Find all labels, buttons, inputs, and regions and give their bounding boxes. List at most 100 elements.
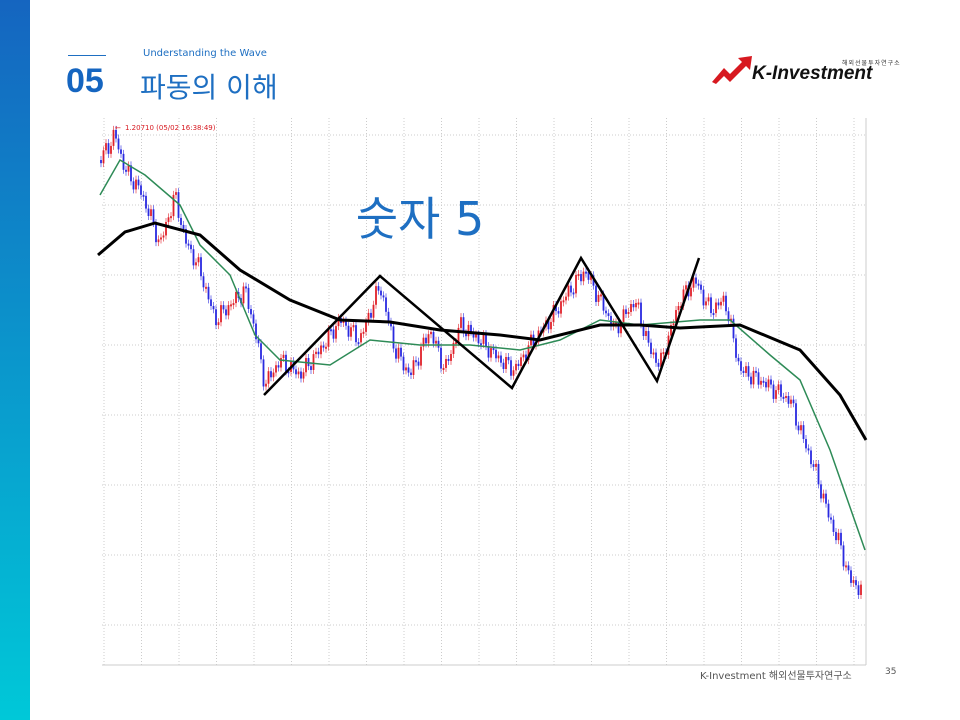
candle-body <box>110 145 112 154</box>
candle-body <box>187 243 190 246</box>
candle-body <box>477 334 480 344</box>
candle-body <box>410 372 412 375</box>
candle-body <box>837 532 840 541</box>
candle-body <box>525 354 527 361</box>
candle-body <box>670 325 672 336</box>
section-number: 05 <box>66 62 104 100</box>
candle-body <box>235 292 237 304</box>
candle-body <box>520 357 522 367</box>
moving-average-long <box>97 221 868 441</box>
candle-body <box>807 448 810 451</box>
candle-body <box>297 371 300 375</box>
candle-body <box>810 450 812 465</box>
candle-body <box>605 310 607 314</box>
candle-body <box>275 365 277 373</box>
candle-body <box>482 334 485 344</box>
candle-body <box>255 323 257 340</box>
candle-body <box>392 326 395 349</box>
candle-body <box>227 305 230 316</box>
candle-body <box>130 165 132 182</box>
candle-body <box>607 313 610 316</box>
candle-body <box>260 343 262 360</box>
candle-body <box>775 390 777 399</box>
candle-body <box>692 277 695 288</box>
candle-body <box>575 274 577 294</box>
candle-body <box>160 237 162 240</box>
candle-body <box>347 325 350 337</box>
candle-body <box>437 340 440 348</box>
candle-body <box>360 333 362 343</box>
candle-body <box>820 484 822 499</box>
candle-body <box>380 290 382 296</box>
candle-body <box>615 322 617 325</box>
candle-body <box>155 223 157 243</box>
candle-body <box>550 321 552 330</box>
candle-body <box>107 143 110 154</box>
candle-body <box>165 221 167 236</box>
candle-body <box>442 367 445 370</box>
candle-body <box>507 356 510 361</box>
candle-body <box>750 376 752 385</box>
candle-body <box>645 331 647 337</box>
candle-body <box>697 283 700 286</box>
page-number: 35 <box>885 667 897 677</box>
candle-body <box>772 384 775 399</box>
candle-body <box>152 209 155 224</box>
candle-body <box>675 310 677 324</box>
candle-body <box>182 224 185 229</box>
candle-body <box>677 306 680 311</box>
candle-body <box>335 326 337 339</box>
candle-body <box>200 257 202 277</box>
candle-body <box>412 360 415 375</box>
candle-body <box>717 302 720 306</box>
candle-body <box>860 584 862 595</box>
candle-body <box>797 425 800 431</box>
candle-body <box>757 372 760 385</box>
candle-body <box>785 396 787 399</box>
candle-body <box>230 304 232 307</box>
candle-body <box>622 309 625 325</box>
candle-body <box>572 292 575 295</box>
candle-body <box>330 329 332 332</box>
candle-body <box>102 150 105 164</box>
candle-body <box>450 353 452 361</box>
candle-body <box>685 285 687 290</box>
candle-body <box>147 208 150 216</box>
candle-body <box>355 325 357 343</box>
candle-body <box>100 160 102 164</box>
candle-body <box>222 305 225 310</box>
candle-body <box>205 286 207 289</box>
candle-body <box>285 354 287 372</box>
candle-body <box>120 149 122 154</box>
candle-body <box>657 362 660 367</box>
candle-body <box>817 463 820 485</box>
candle-body <box>162 235 165 238</box>
caption: 숫자 5 <box>356 192 485 246</box>
candle-body <box>600 294 602 297</box>
candle-body <box>637 302 640 305</box>
candle-body <box>332 329 335 339</box>
candle-body <box>395 348 397 359</box>
candle-body <box>745 366 747 373</box>
candle-body <box>197 257 200 263</box>
candle-body <box>212 306 215 310</box>
candle-body <box>742 370 745 373</box>
candle-body <box>557 311 560 314</box>
candle-body <box>430 331 432 335</box>
candle-body <box>490 348 492 358</box>
candle-body <box>522 354 525 358</box>
candle-body <box>417 361 420 366</box>
candle-body <box>125 169 127 172</box>
candle-body <box>587 271 590 280</box>
candle-body <box>577 274 580 277</box>
candle-body <box>365 321 367 332</box>
candle-body <box>555 305 557 312</box>
candle-body <box>765 381 767 388</box>
candle-body <box>185 228 187 244</box>
candle-body <box>277 365 280 368</box>
candle-body <box>700 284 702 290</box>
candle-body <box>767 379 770 388</box>
candle-body <box>497 355 500 359</box>
candle-body <box>800 425 802 431</box>
candle-body <box>415 360 417 363</box>
